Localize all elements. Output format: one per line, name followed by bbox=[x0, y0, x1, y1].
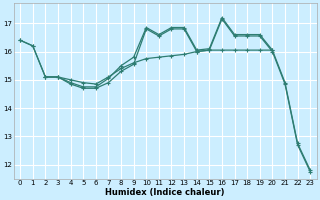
X-axis label: Humidex (Indice chaleur): Humidex (Indice chaleur) bbox=[106, 188, 225, 197]
